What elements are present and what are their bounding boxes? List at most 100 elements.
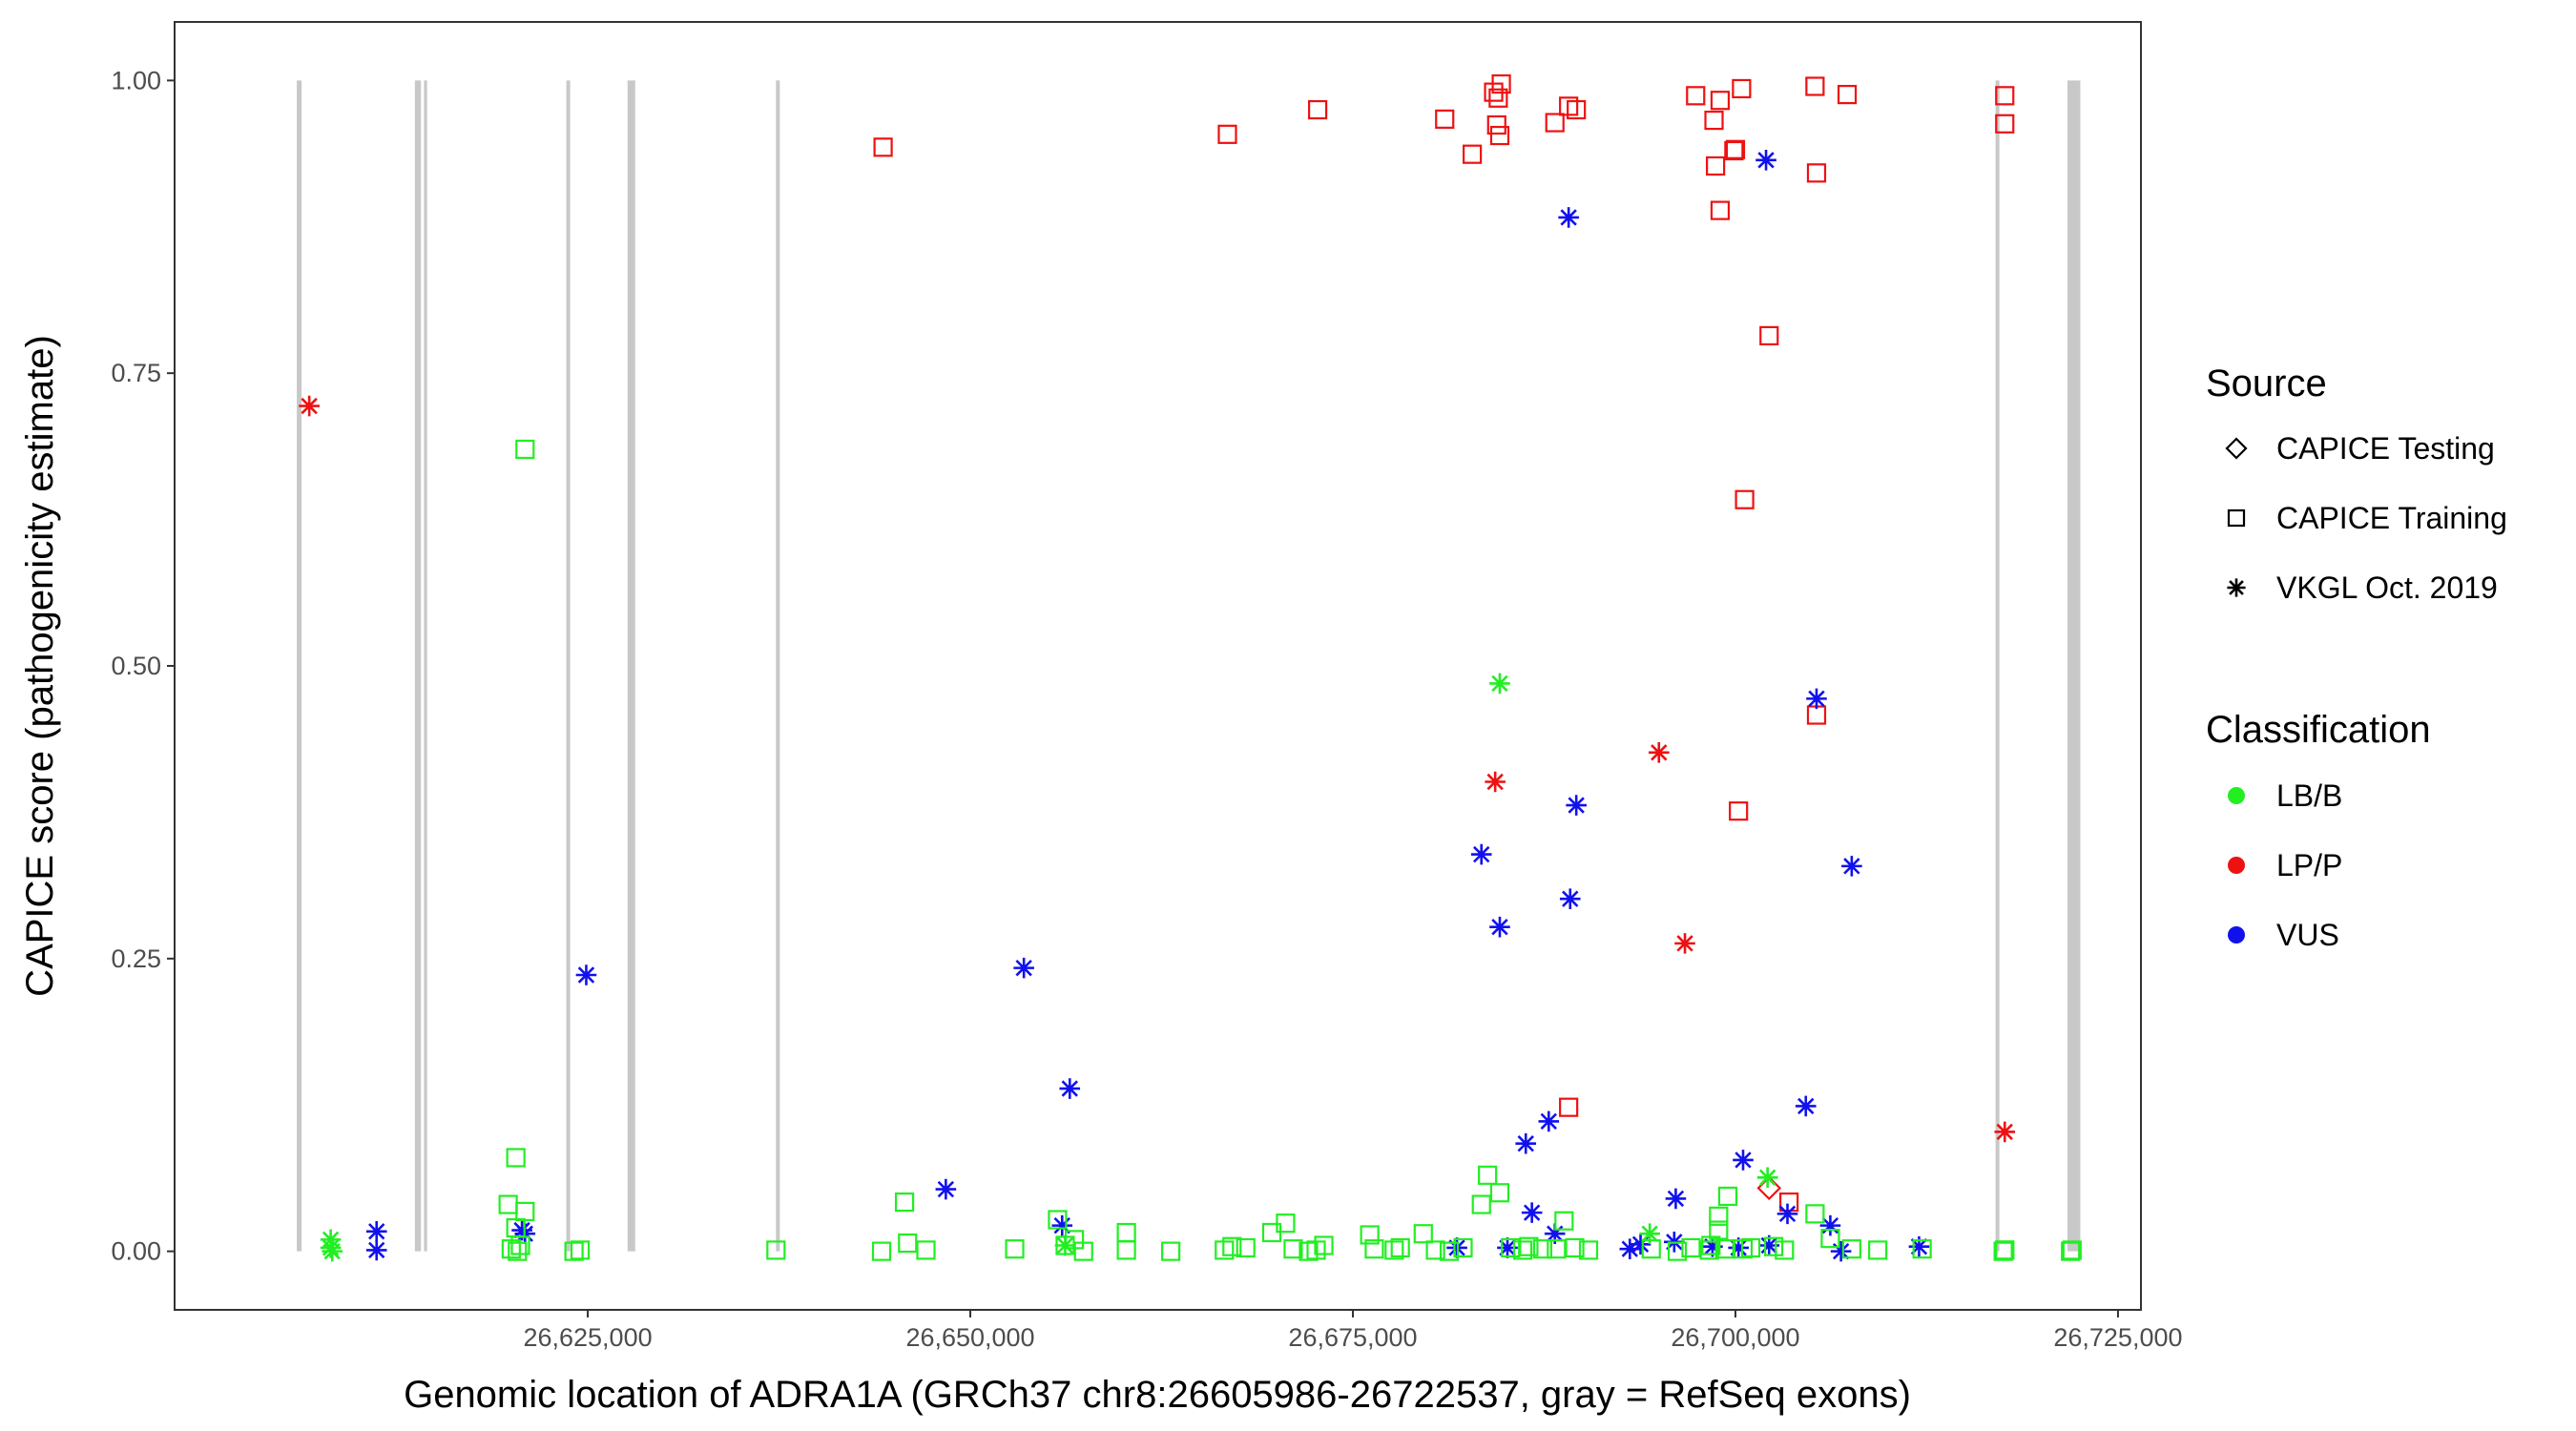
data-point <box>1732 78 1752 99</box>
x-tick-label: 26,625,000 <box>523 1323 652 1352</box>
data-point <box>1276 1213 1296 1234</box>
data-point <box>1710 200 1731 220</box>
data-point <box>1776 1203 1798 1225</box>
x-axis-title: Genomic location of ADRA1A (GRCh37 chr8:… <box>404 1374 1911 1416</box>
data-point <box>1820 1229 1840 1249</box>
data-point <box>1478 1165 1498 1185</box>
data-point <box>1641 1239 1661 1259</box>
exon-band <box>627 80 635 1252</box>
data-point <box>1559 1097 1579 1117</box>
data-point <box>1559 888 1581 910</box>
data-point <box>1699 1240 1719 1260</box>
data-point <box>1709 1206 1729 1226</box>
data-point <box>1453 1237 1473 1258</box>
data-point <box>766 1240 786 1260</box>
data-point <box>1710 91 1731 111</box>
data-point <box>1486 114 1506 135</box>
x-tick-label: 26,650,000 <box>905 1323 1034 1352</box>
data-point <box>1674 933 1695 954</box>
data-point <box>1489 1183 1510 1203</box>
data-point <box>1819 1214 1841 1236</box>
exon-band <box>424 80 427 1252</box>
data-point <box>515 439 535 460</box>
data-point <box>1489 673 1510 695</box>
x-tick-label: 26,700,000 <box>1671 1323 1799 1352</box>
legend-color-key <box>2228 857 2245 874</box>
data-point <box>1532 1239 1552 1259</box>
data-point <box>1701 1235 1721 1255</box>
data-point <box>365 1239 387 1261</box>
legend-key <box>2227 508 2246 528</box>
data-point <box>508 1241 528 1261</box>
data-point <box>1054 1234 1076 1256</box>
data-point <box>1283 1239 1303 1259</box>
data-point <box>1544 1223 1566 1245</box>
data-point <box>1795 1095 1817 1117</box>
data-point <box>1805 76 1825 96</box>
data-point <box>299 395 320 417</box>
data-point <box>1806 163 1827 183</box>
legend-classification-label: LP/P <box>2276 848 2342 882</box>
exon-band <box>297 80 302 1252</box>
data-point <box>322 1240 343 1262</box>
data-points <box>299 73 2082 1262</box>
legend-key <box>2225 437 2248 460</box>
exon-band <box>2067 80 2081 1252</box>
data-point <box>2061 1241 2081 1261</box>
data-point <box>1725 139 1746 159</box>
data-point <box>1005 1239 1025 1259</box>
data-point <box>510 1235 530 1255</box>
data-point <box>1733 1150 1754 1171</box>
data-point <box>1995 1240 2015 1260</box>
data-point <box>506 1148 526 1168</box>
data-point <box>1051 1214 1073 1236</box>
data-point <box>1462 144 1483 164</box>
exon-bands <box>297 80 2081 1252</box>
data-point <box>1547 1239 1567 1259</box>
exon-band <box>1995 80 2000 1252</box>
y-tick-label: 0.75 <box>111 359 161 387</box>
y-axis-title: CAPICE score (pathogenicity estimate) <box>19 335 61 997</box>
data-point <box>1439 1241 1460 1261</box>
data-point <box>1728 1237 1749 1258</box>
data-point <box>1489 125 1510 146</box>
data-point <box>1630 1234 1652 1255</box>
x-tick-label: 26,675,000 <box>1288 1323 1417 1352</box>
data-point <box>1837 84 1858 105</box>
data-point <box>1908 1235 1930 1257</box>
data-point <box>1314 1235 1334 1255</box>
data-point <box>894 1192 915 1213</box>
data-point <box>1545 113 1565 133</box>
data-point <box>1639 1223 1660 1245</box>
data-point <box>1435 109 1455 129</box>
x-tick-label: 26,725,000 <box>2053 1323 2182 1352</box>
legend-classification-label: LB/B <box>2276 778 2342 813</box>
data-point <box>1501 1237 1521 1258</box>
data-point <box>1724 140 1744 161</box>
data-point <box>1735 489 1755 509</box>
data-point <box>1425 1240 1445 1260</box>
data-point <box>1360 1225 1380 1245</box>
data-point <box>1578 1240 1599 1260</box>
data-point <box>1059 1078 1081 1099</box>
data-point <box>1830 1240 1852 1262</box>
exon-band <box>566 80 571 1252</box>
data-point <box>1217 124 1237 144</box>
data-point <box>1729 801 1749 821</box>
legend-key <box>2227 578 2246 597</box>
data-point <box>1073 1241 1093 1261</box>
data-point <box>1806 688 1827 710</box>
data-point <box>1740 1237 1761 1258</box>
y-axis: 0.00 0.25 0.50 0.75 1.00 <box>111 66 175 1266</box>
data-point <box>1413 1224 1433 1244</box>
y-tick-label: 0.50 <box>111 652 161 680</box>
legend-color-key <box>2228 926 2245 944</box>
legend-source-label: CAPICE Testing <box>2276 431 2495 466</box>
data-point <box>1775 1240 1795 1260</box>
legend-color-key <box>2228 787 2245 804</box>
legend-source-label: CAPICE Training <box>2276 501 2507 535</box>
data-point <box>575 964 597 985</box>
data-point <box>320 1237 342 1258</box>
data-point <box>1758 1234 1780 1256</box>
